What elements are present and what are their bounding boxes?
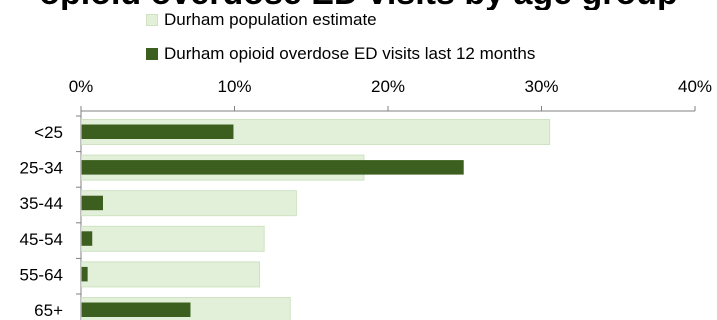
x-tick-label: 30% [524,77,558,96]
chart-title: opioid overdose ED visits by age group [0,0,717,10]
category-label: <25 [34,123,63,142]
chart-title-clip: opioid overdose ED visits by age group [0,0,717,10]
bar-ed-visits [81,231,93,246]
x-tick-label: 10% [217,77,251,96]
bar-population [81,190,297,217]
legend-item-population: Durham population estimate [146,10,377,30]
category-label: 45-54 [20,230,63,249]
legend-item-ed-visits: Durham opioid overdose ED visits last 12… [146,44,535,64]
bar-ed-visits [81,266,88,282]
legend-swatch-ed-visits [146,48,158,60]
bar-ed-visits [81,124,234,139]
category-label: 55-64 [20,265,63,284]
x-tick-label: 40% [678,77,712,96]
legend-label-ed-visits: Durham opioid overdose ED visits last 12… [164,44,536,63]
bar-population [81,261,261,288]
category-label: 65+ [34,301,63,320]
x-tick-label: 20% [371,77,405,96]
category-label: 25-34 [20,159,63,178]
category-label: 35-44 [20,194,63,213]
bar-ed-visits [81,160,464,175]
bar-ed-visits [81,302,191,317]
x-tick-label: 0% [69,77,94,96]
bar-ed-visits [81,195,103,211]
legend-swatch-population [146,14,158,26]
bar-population [81,225,265,252]
legend-label-population: Durham population estimate [164,10,377,29]
